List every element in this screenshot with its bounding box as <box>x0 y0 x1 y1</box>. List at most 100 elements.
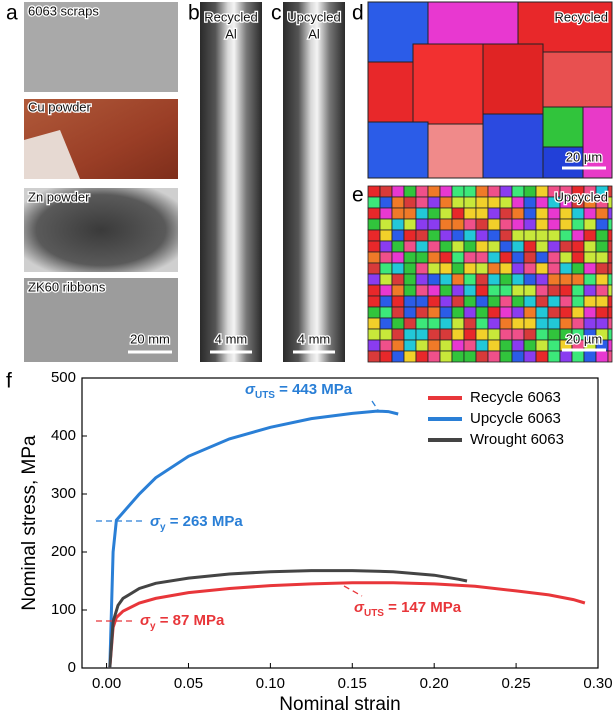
grain <box>548 307 560 318</box>
grain <box>608 230 612 241</box>
scale-label: 4 mm <box>298 331 331 346</box>
grain <box>428 263 440 274</box>
grain <box>452 263 464 274</box>
grain <box>368 219 380 230</box>
grain <box>452 274 464 285</box>
grain <box>476 285 488 296</box>
grain <box>428 186 440 197</box>
photo-label: Upcycled <box>287 9 340 24</box>
grain <box>548 329 560 340</box>
grain <box>524 351 536 362</box>
panel-label: a <box>6 2 18 25</box>
grain <box>560 219 572 230</box>
grain <box>560 351 572 362</box>
grain <box>452 340 464 351</box>
figure: a b c d e 6063 scrapsCu powderZn powderZ… <box>0 0 614 716</box>
grain <box>596 307 608 318</box>
grain <box>584 219 596 230</box>
grain <box>368 208 380 219</box>
grain <box>452 252 464 263</box>
grain <box>608 241 612 252</box>
grain <box>488 318 500 329</box>
grain <box>608 285 612 296</box>
grain <box>416 263 428 274</box>
photo-rod <box>283 2 345 362</box>
grain <box>608 307 612 318</box>
grain <box>524 307 536 318</box>
grain <box>416 197 428 208</box>
grain <box>368 296 380 307</box>
grain <box>416 252 428 263</box>
grain <box>524 197 536 208</box>
legend-label: Recycle 6063 <box>470 389 561 406</box>
grain <box>548 263 560 274</box>
grain <box>368 307 380 318</box>
grain <box>536 351 548 362</box>
grain <box>500 230 512 241</box>
grain <box>392 307 404 318</box>
grain <box>596 208 608 219</box>
x-tick-label: 0.10 <box>256 675 285 692</box>
grain <box>512 307 524 318</box>
grain <box>440 208 452 219</box>
grain <box>428 230 440 241</box>
grain <box>476 340 488 351</box>
grain <box>404 197 416 208</box>
panel-label: d <box>352 2 364 25</box>
grain <box>452 197 464 208</box>
grain <box>476 263 488 274</box>
grain <box>536 241 548 252</box>
grain <box>452 208 464 219</box>
grain <box>512 340 524 351</box>
grain <box>536 274 548 285</box>
grain <box>596 263 608 274</box>
panel-label: f <box>6 370 12 393</box>
annotation-leader <box>344 586 362 596</box>
grain <box>512 263 524 274</box>
x-tick-label: 0.30 <box>583 675 612 692</box>
grain <box>560 307 572 318</box>
y-tick-label: 400 <box>51 427 76 444</box>
grain <box>488 241 500 252</box>
grain <box>476 252 488 263</box>
grain <box>488 340 500 351</box>
annotation: σUTS = 443 MPa <box>245 381 353 401</box>
grain <box>440 351 452 362</box>
grain <box>416 296 428 307</box>
grain <box>560 296 572 307</box>
grain <box>524 296 536 307</box>
chart: 01002003004005000.000.050.100.150.200.25… <box>19 369 613 715</box>
grain <box>404 241 416 252</box>
grain <box>428 285 440 296</box>
grain <box>572 318 584 329</box>
grain <box>483 114 543 178</box>
grain <box>380 329 392 340</box>
grain <box>368 318 380 329</box>
grain <box>380 186 392 197</box>
panel-label: e <box>352 184 364 207</box>
grain <box>500 274 512 285</box>
grain <box>488 274 500 285</box>
grain <box>464 208 476 219</box>
annotation-text: = 87 MPa <box>156 612 225 629</box>
grain <box>452 219 464 230</box>
grain <box>483 44 543 114</box>
grain <box>548 351 560 362</box>
grain <box>404 307 416 318</box>
grain <box>452 307 464 318</box>
grain <box>584 274 596 285</box>
grain <box>380 252 392 263</box>
grain <box>548 241 560 252</box>
grain <box>608 329 612 340</box>
grain <box>488 329 500 340</box>
grain <box>536 263 548 274</box>
grain <box>404 296 416 307</box>
grain <box>380 197 392 208</box>
grain <box>500 329 512 340</box>
grain <box>392 241 404 252</box>
grain <box>488 296 500 307</box>
grain <box>560 208 572 219</box>
grain <box>404 208 416 219</box>
grain <box>596 296 608 307</box>
grain <box>440 296 452 307</box>
